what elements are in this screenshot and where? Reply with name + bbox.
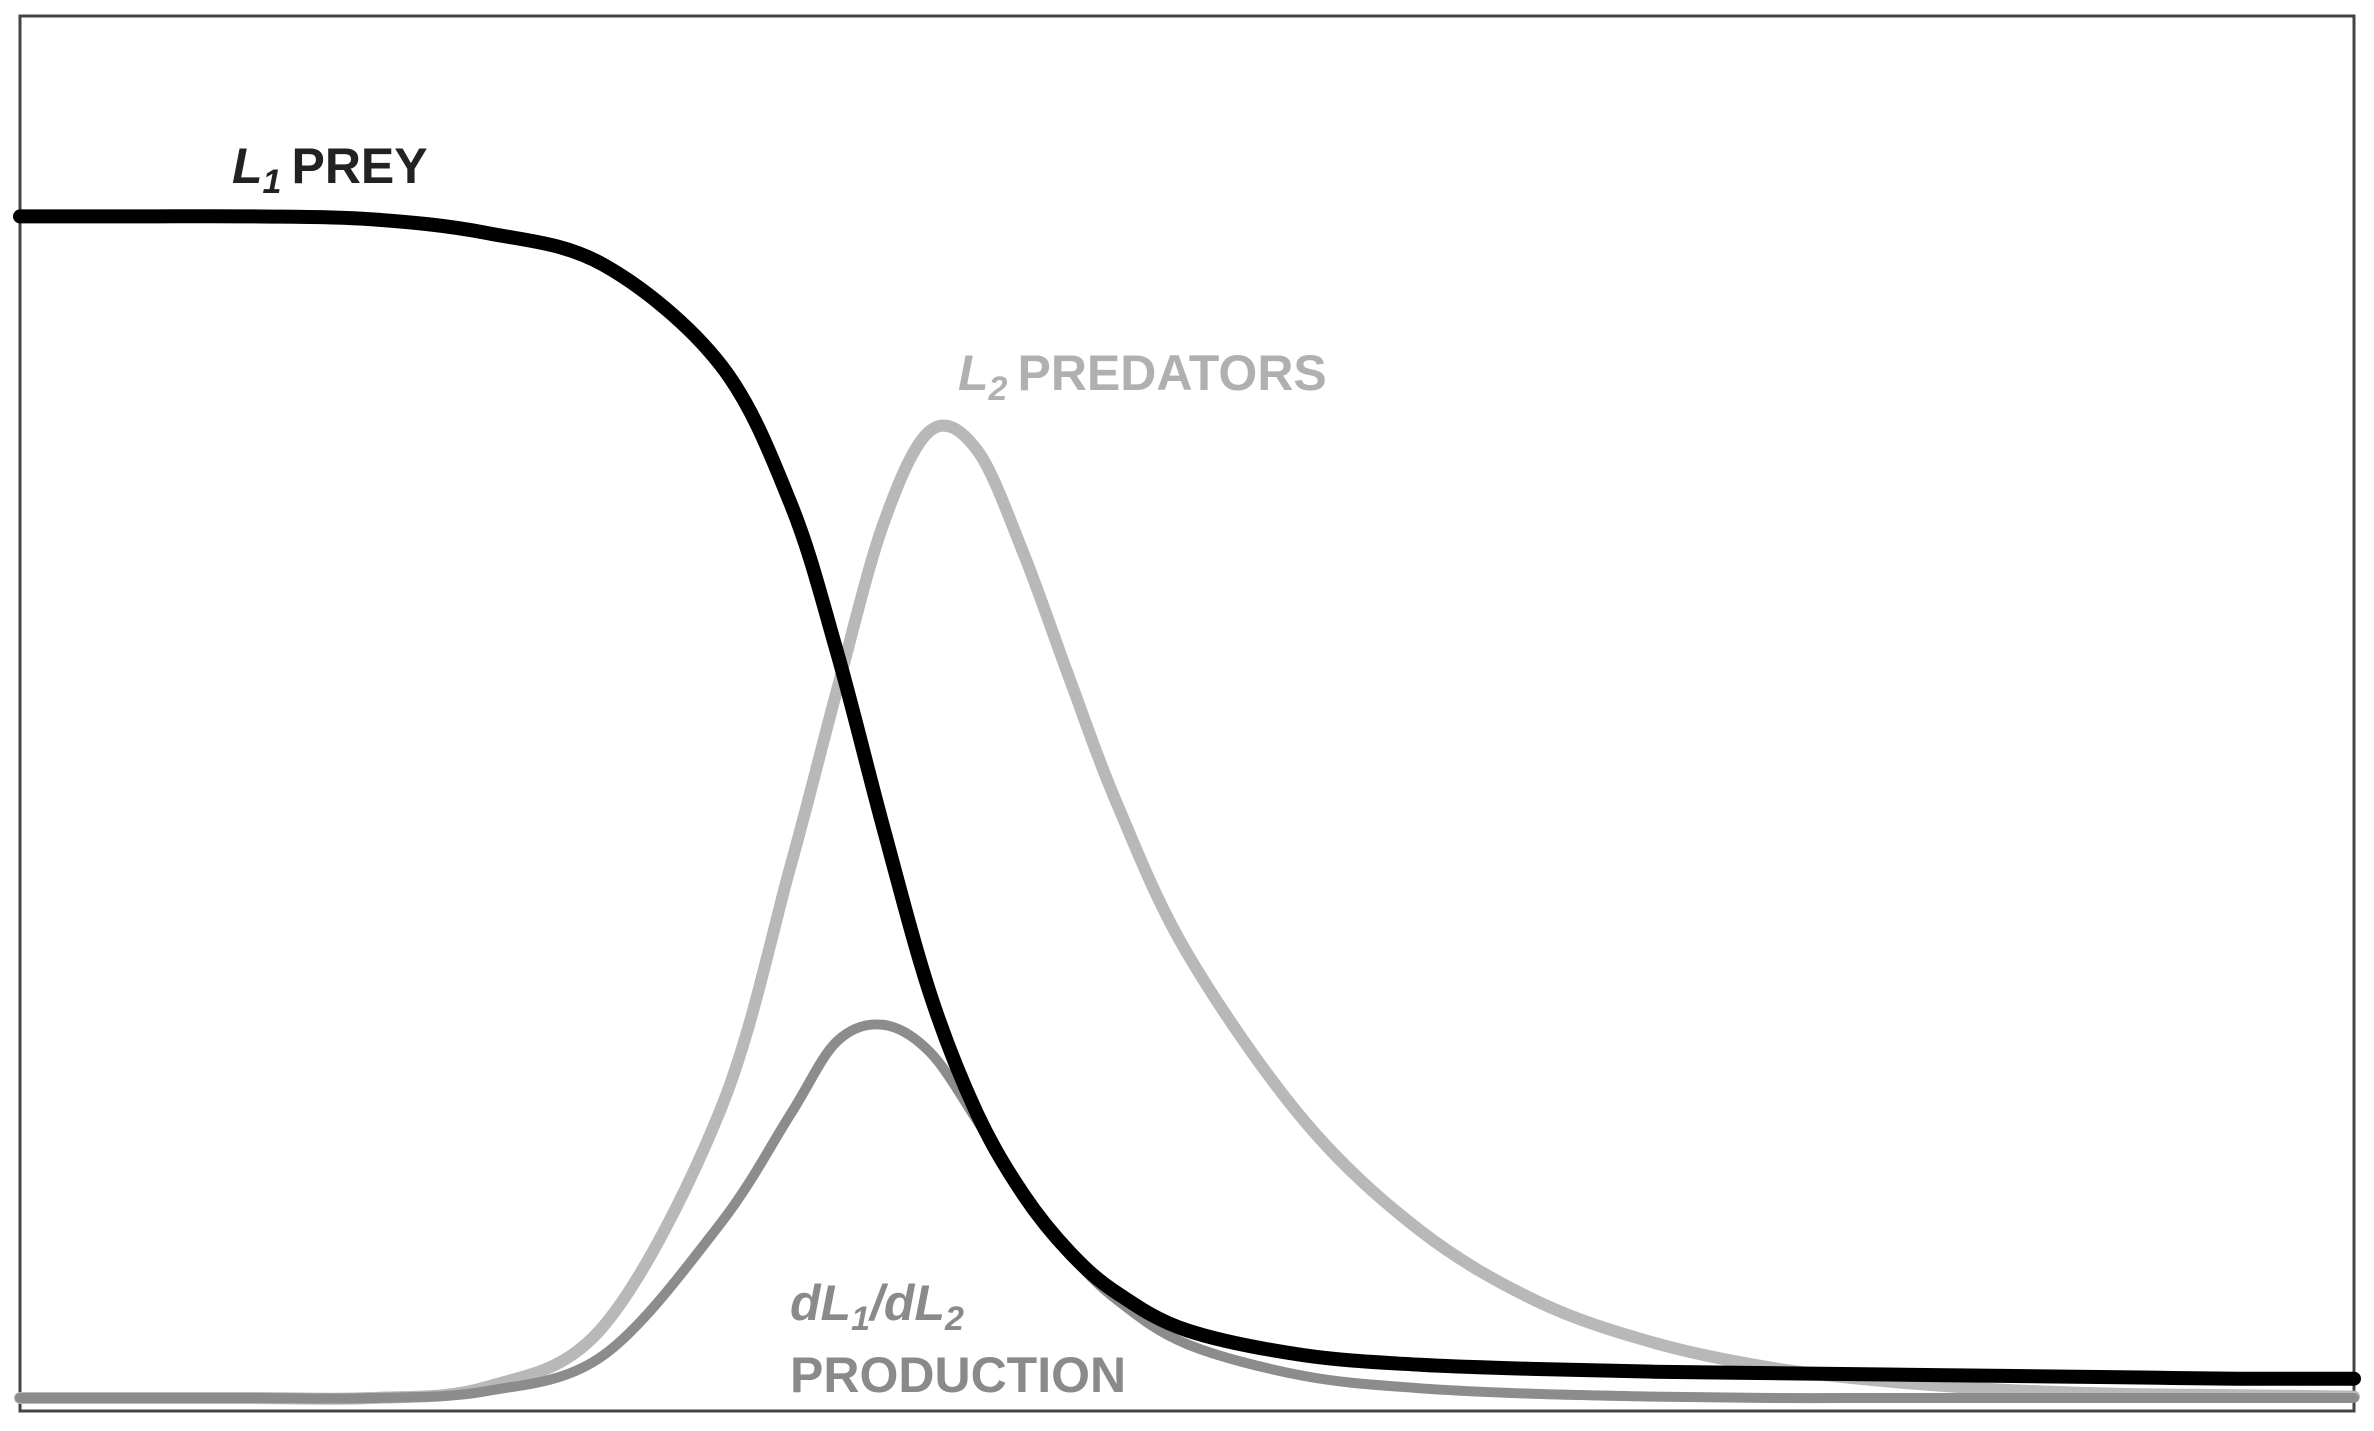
label-production: dL1/dL2 — [790, 1275, 964, 1338]
label-production-line2: PRODUCTION — [790, 1347, 1126, 1403]
series-production-line — [15, 1019, 2359, 1404]
series-layer — [13, 209, 2361, 1405]
series-predators-line — [14, 419, 2360, 1405]
series-prey-line — [13, 209, 2361, 1386]
label-prey: L1 PREY — [232, 138, 428, 201]
label-predators: L2 PREDATORS — [958, 345, 1327, 408]
plot-frame — [18, 14, 2356, 1413]
